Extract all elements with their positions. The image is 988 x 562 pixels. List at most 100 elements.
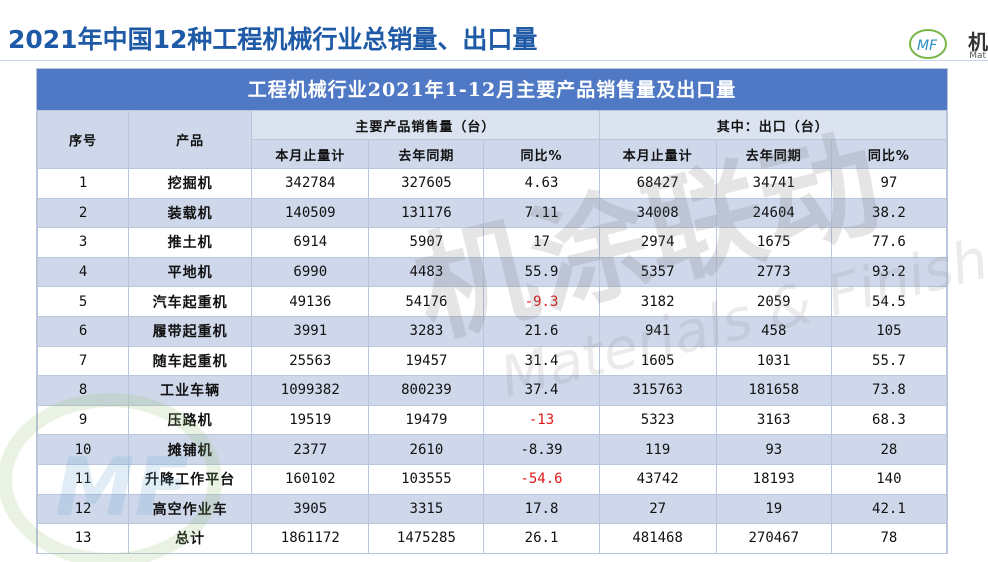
export-last-year: 18193 [716, 464, 831, 494]
row-no: 7 [38, 346, 129, 376]
row-no: 12 [38, 494, 129, 524]
export-ytd: 34008 [599, 198, 716, 228]
product-name: 汽车起重机 [129, 287, 252, 316]
table-row: 10 摊铺机 2377 2610 -8.39 119 93 28 [38, 435, 946, 464]
product-name: 总计 [129, 524, 252, 553]
logo-wordmark: 机 [968, 30, 988, 54]
export-ytd: 1605 [599, 346, 716, 376]
export-ytd: 941 [599, 316, 716, 346]
header-no: 序号 [38, 111, 129, 168]
table-row: 8 工业车辆 1099382 800239 37.4 315763 181658 73.8 [38, 376, 946, 405]
export-last-year: 181658 [716, 376, 831, 405]
sales-last-year: 103555 [369, 464, 484, 494]
export-last-year: 1031 [716, 346, 831, 376]
row-no: 13 [38, 524, 129, 553]
export-yoy: 68.3 [831, 405, 946, 435]
table-row: 7 随车起重机 25563 19457 31.4 1605 1031 55.7 [38, 346, 946, 376]
sales-ytd: 160102 [252, 464, 369, 494]
export-yoy: 105 [831, 316, 946, 346]
export-last-year: 2773 [716, 257, 831, 287]
table-row: 13 总计 1861172 1475285 26.1 481468 270467 78 [38, 524, 946, 553]
export-ytd: 3182 [599, 287, 716, 316]
export-ytd: 2974 [599, 228, 716, 257]
table-row: 9 压路机 19519 19479 -13 5323 3163 68.3 [38, 405, 946, 435]
sales-yoy: 17 [484, 228, 599, 257]
sales-ytd: 342784 [252, 169, 369, 198]
export-last-year: 93 [716, 435, 831, 464]
product-name: 高空作业车 [129, 494, 252, 524]
sales-ytd: 140509 [252, 198, 369, 228]
table-row: 2 装载机 140509 131176 7.11 34008 24604 38.2 [38, 198, 946, 228]
export-last-year: 3163 [716, 405, 831, 435]
product-name: 装载机 [129, 198, 252, 228]
sales-ytd: 25563 [252, 346, 369, 376]
header-export-yoy: 同比% [831, 140, 946, 168]
sales-last-year: 327605 [369, 169, 484, 198]
product-name: 随车起重机 [129, 346, 252, 376]
title-divider [0, 60, 988, 61]
product-name: 升降工作平台 [129, 464, 252, 494]
sales-yoy: -8.39 [484, 435, 599, 464]
sales-last-year: 5907 [369, 228, 484, 257]
sales-last-year: 131176 [369, 198, 484, 228]
header-export-last-year: 去年同期 [716, 140, 831, 168]
sales-ytd: 3905 [252, 494, 369, 524]
row-no: 8 [38, 376, 129, 405]
sales-last-year: 4483 [369, 257, 484, 287]
sales-table-container: 工程机械行业2021年1-12月主要产品销售量及出口量 序号 产品 主要产品销售… [36, 68, 948, 554]
export-ytd: 481468 [599, 524, 716, 553]
export-yoy: 78 [831, 524, 946, 553]
sales-ytd: 1861172 [252, 524, 369, 553]
table-row: 3 推土机 6914 5907 17 2974 1675 77.6 [38, 228, 946, 257]
export-ytd: 119 [599, 435, 716, 464]
header-sales-yoy: 同比% [484, 140, 599, 168]
export-last-year: 458 [716, 316, 831, 346]
row-no: 11 [38, 464, 129, 494]
product-name: 履带起重机 [129, 316, 252, 346]
sales-yoy: 31.4 [484, 346, 599, 376]
table-row: 4 平地机 6990 4483 55.9 5357 2773 93.2 [38, 257, 946, 287]
row-no: 6 [38, 316, 129, 346]
sales-yoy: -9.3 [484, 287, 599, 316]
export-last-year: 24604 [716, 198, 831, 228]
header-row-group: 序号 产品 主要产品销售量（台） 其中：出口（台） [38, 111, 946, 168]
sales-last-year: 3315 [369, 494, 484, 524]
export-last-year: 1675 [716, 228, 831, 257]
header-sales-ytd: 本月止量计 [252, 140, 369, 168]
sales-ytd: 6914 [252, 228, 369, 257]
export-last-year: 2059 [716, 287, 831, 316]
row-no: 1 [38, 169, 129, 198]
row-no: 4 [38, 257, 129, 287]
table-title: 工程机械行业2021年1-12月主要产品销售量及出口量 [37, 69, 947, 111]
table-row: 12 高空作业车 3905 3315 17.8 27 19 42.1 [38, 494, 946, 524]
table-row: 11 升降工作平台 160102 103555 -54.6 43742 18193 140 [38, 464, 946, 494]
product-name: 平地机 [129, 257, 252, 287]
export-ytd: 27 [599, 494, 716, 524]
export-yoy: 42.1 [831, 494, 946, 524]
header-sales-last-year: 去年同期 [369, 140, 484, 168]
export-yoy: 28 [831, 435, 946, 464]
sales-yoy: 4.63 [484, 169, 599, 198]
table-row: 6 履带起重机 3991 3283 21.6 941 458 105 [38, 316, 946, 346]
export-ytd: 5323 [599, 405, 716, 435]
sales-last-year: 800239 [369, 376, 484, 405]
row-no: 9 [38, 405, 129, 435]
sales-last-year: 3283 [369, 316, 484, 346]
header-export-group: 其中：出口（台） [599, 111, 946, 139]
sales-last-year: 1475285 [369, 524, 484, 553]
svg-text:MF: MF [917, 38, 938, 54]
row-no: 5 [38, 287, 129, 316]
sales-ytd: 6990 [252, 257, 369, 287]
export-last-year: 19 [716, 494, 831, 524]
table-row: 5 汽车起重机 49136 54176 -9.3 3182 2059 54.5 [38, 287, 946, 316]
logo-subtext: Mat [969, 51, 986, 61]
sales-ytd: 3991 [252, 316, 369, 346]
sales-ytd: 2377 [252, 435, 369, 464]
export-yoy: 54.5 [831, 287, 946, 316]
product-name: 推土机 [129, 228, 252, 257]
sales-yoy: 26.1 [484, 524, 599, 553]
export-yoy: 140 [831, 464, 946, 494]
product-name: 工业车辆 [129, 376, 252, 405]
product-name: 压路机 [129, 405, 252, 435]
export-ytd: 315763 [599, 376, 716, 405]
